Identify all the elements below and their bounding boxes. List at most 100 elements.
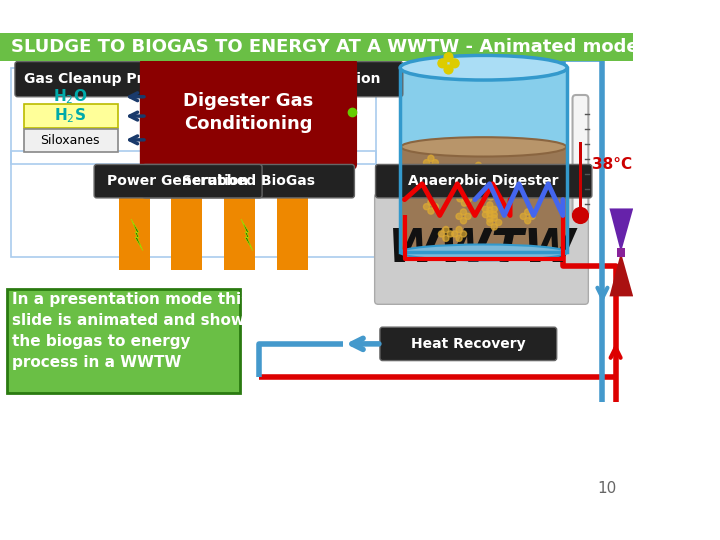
Circle shape	[487, 194, 494, 200]
Circle shape	[428, 208, 434, 214]
Circle shape	[487, 219, 493, 226]
FancyBboxPatch shape	[376, 165, 592, 198]
Circle shape	[572, 207, 588, 224]
Circle shape	[457, 195, 463, 202]
Text: 38°C: 38°C	[592, 157, 632, 172]
Circle shape	[482, 206, 489, 212]
Circle shape	[480, 167, 486, 173]
FancyBboxPatch shape	[380, 327, 557, 361]
Bar	[400, 68, 567, 252]
Text: 10: 10	[597, 481, 616, 496]
Circle shape	[451, 231, 458, 237]
Circle shape	[423, 160, 430, 166]
Polygon shape	[609, 208, 633, 252]
Polygon shape	[131, 219, 143, 251]
Ellipse shape	[401, 137, 567, 157]
Text: H$_2$O: H$_2$O	[53, 87, 88, 106]
Text: In a presentation mode this
slide is animated and shows
the biogas to energy
pro: In a presentation mode this slide is ani…	[12, 292, 254, 370]
Polygon shape	[241, 219, 253, 251]
Text: Siloxanes: Siloxanes	[40, 134, 100, 147]
Circle shape	[465, 213, 471, 219]
Circle shape	[444, 53, 453, 62]
FancyBboxPatch shape	[572, 95, 588, 217]
FancyBboxPatch shape	[24, 104, 118, 129]
Circle shape	[495, 187, 502, 193]
Circle shape	[525, 209, 531, 215]
Circle shape	[495, 219, 502, 226]
Circle shape	[475, 171, 482, 177]
Bar	[579, 143, 582, 213]
Text: H$_2$S: H$_2$S	[54, 107, 86, 125]
Circle shape	[456, 235, 462, 241]
Circle shape	[462, 191, 467, 198]
Circle shape	[508, 170, 514, 176]
Circle shape	[450, 59, 459, 68]
Circle shape	[462, 200, 467, 206]
Polygon shape	[616, 248, 625, 257]
FancyBboxPatch shape	[239, 62, 402, 97]
Bar	[224, 198, 255, 270]
Polygon shape	[609, 252, 633, 296]
Circle shape	[438, 59, 447, 68]
Circle shape	[487, 211, 493, 217]
FancyBboxPatch shape	[94, 165, 262, 198]
Circle shape	[500, 191, 506, 198]
Circle shape	[447, 231, 454, 237]
Text: Heat Recovery: Heat Recovery	[410, 337, 525, 351]
Circle shape	[499, 170, 505, 176]
Circle shape	[505, 187, 510, 193]
Circle shape	[466, 195, 472, 202]
Circle shape	[456, 226, 462, 233]
Text: Digester Gas
Conditioning: Digester Gas Conditioning	[183, 92, 313, 133]
Circle shape	[460, 231, 467, 237]
Circle shape	[492, 190, 498, 195]
Text: SLUDGE TO BIOGAS TO ENERGY AT A WWTW - Animated model: SLUDGE TO BIOGAS TO ENERGY AT A WWTW - A…	[11, 38, 644, 56]
Circle shape	[428, 199, 434, 205]
Circle shape	[503, 174, 510, 180]
Circle shape	[483, 190, 490, 195]
FancyBboxPatch shape	[7, 289, 240, 393]
Ellipse shape	[400, 245, 567, 260]
Circle shape	[487, 202, 493, 208]
Bar	[401, 147, 567, 252]
Circle shape	[460, 218, 467, 224]
Circle shape	[456, 213, 462, 219]
Circle shape	[432, 204, 438, 210]
Circle shape	[491, 215, 498, 221]
Circle shape	[525, 218, 531, 224]
FancyBboxPatch shape	[143, 165, 354, 198]
Bar	[400, 68, 567, 252]
Text: WWTW: WWTW	[387, 227, 576, 272]
Bar	[277, 198, 308, 270]
Text: Anaerobic Digester: Anaerobic Digester	[408, 174, 559, 188]
Text: Scrubbed BioGas: Scrubbed BioGas	[181, 174, 315, 188]
FancyBboxPatch shape	[24, 129, 118, 152]
Circle shape	[482, 212, 489, 218]
Circle shape	[471, 167, 477, 173]
Circle shape	[529, 213, 535, 219]
Circle shape	[475, 162, 482, 168]
Circle shape	[520, 213, 526, 219]
Text: Gas Production: Gas Production	[261, 72, 381, 86]
FancyBboxPatch shape	[374, 193, 588, 305]
Circle shape	[491, 212, 498, 218]
Circle shape	[443, 235, 449, 241]
FancyBboxPatch shape	[140, 58, 357, 170]
Ellipse shape	[400, 56, 567, 80]
Circle shape	[432, 160, 438, 166]
Circle shape	[503, 165, 510, 171]
Circle shape	[487, 207, 493, 213]
Bar	[119, 198, 150, 270]
Circle shape	[460, 209, 467, 215]
Circle shape	[500, 183, 506, 188]
Circle shape	[444, 65, 453, 74]
Circle shape	[428, 164, 434, 170]
FancyBboxPatch shape	[15, 62, 196, 97]
Bar	[171, 198, 202, 270]
Circle shape	[438, 231, 444, 237]
Circle shape	[487, 216, 493, 222]
Circle shape	[487, 185, 494, 191]
Bar	[0, 32, 633, 60]
Text: Power Generation: Power Generation	[107, 174, 248, 188]
Circle shape	[423, 204, 430, 210]
